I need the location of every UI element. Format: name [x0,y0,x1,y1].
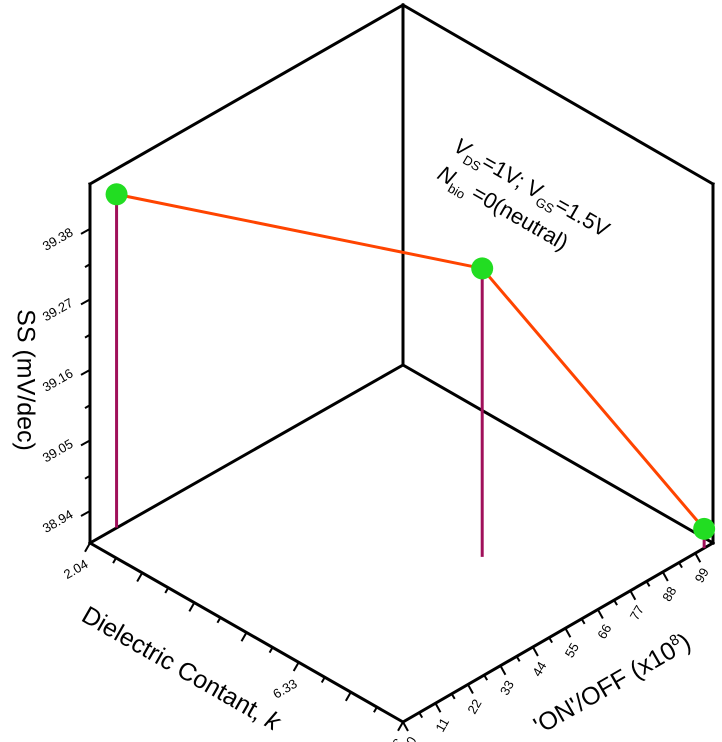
z-major-tick [80,369,91,376]
z-major-tick [80,228,91,235]
drop-lines [115,194,706,557]
y-tick-label: 0 [403,734,420,742]
y-major-tick [629,590,637,601]
floor-edge-back-left [87,362,406,546]
x-major-tick [292,661,300,672]
z-major-tick [80,439,91,447]
y-minor-tick [418,712,424,719]
x-major-tick [240,632,248,642]
axis-ticks [80,228,702,732]
floor-edge-back-right [400,362,716,546]
condition-annotation: VDS=1V; VGS=1.5V Nbio =0(neutral) [434,133,615,256]
wall-top-left [87,2,406,187]
x-minor-tick [268,646,274,654]
x-minor-tick [164,587,170,594]
z-tick-label: 39.27 [40,295,76,324]
x-minor-tick [112,557,117,564]
x-tick-label: 6.33 [270,676,299,702]
data-point-marker [693,517,716,540]
y-major-tick [402,721,409,732]
z-tick-label: 39.38 [40,224,76,253]
y-tick-label: 22 [464,696,484,716]
wall-top-right [400,2,716,187]
y-major-tick [434,702,442,713]
y-minor-tick [548,637,554,644]
z-tick-label: 39.16 [40,366,76,395]
y-tick-label: 88 [659,584,679,604]
y-major-tick [661,571,669,582]
z-tick-label: 38.94 [40,507,76,536]
y-major-tick [532,646,539,657]
y-tick-label: 55 [562,640,582,660]
y-minor-tick [515,655,521,662]
x-minor-tick [373,706,378,713]
axis-box [87,2,716,725]
y-minor-tick [450,693,456,700]
y-major-tick [564,627,572,638]
y-minor-tick [613,599,618,606]
z-minor-tick [84,474,91,480]
z-minor-tick [84,263,91,268]
x-minor-tick [320,676,326,683]
data-point-marker [471,257,494,280]
z-tick-label: 39.05 [40,436,76,465]
z-major-tick [80,298,91,306]
y-tick-label: 77 [627,603,647,623]
x-major-tick [397,721,404,732]
y-major-tick [499,665,507,676]
y-tick-label: 11 [432,715,452,734]
y-minor-tick [580,618,586,625]
y-minor-tick [483,674,489,681]
x-axis-label: Dielectric Contant, k [77,601,286,737]
y-tick-label: 66 [594,621,614,641]
x-major-tick [84,542,91,553]
y-axis-label: 'ON'/OFF (x108) [529,627,696,740]
x-major-tick [344,691,352,702]
y-tick-label: 99 [692,565,712,585]
y-minor-tick [678,562,683,569]
x-tick-label: 8.46 [374,735,403,742]
y-major-tick [694,552,702,563]
x-major-tick [188,602,196,612]
x-axis-label-main: Dielectric Contant, [77,601,274,730]
z-minor-tick [84,404,91,410]
x-major-tick [136,572,144,583]
z-axis-label: SS (mV/dec) [11,309,39,451]
y-tick-label: 44 [529,659,549,679]
data-point-marker [105,183,128,206]
y-major-tick [596,609,604,619]
data-markers [105,183,716,540]
x-minor-tick [216,617,222,624]
y-axis-label-main: 'ON'/OFF (x10 [529,636,681,740]
x-tick-label: 2.04 [61,556,90,582]
z-major-tick [80,510,91,517]
y-minor-tick [645,580,651,587]
z-minor-tick [84,333,91,339]
floor-edge-front-right [400,540,716,725]
y-major-tick [467,684,474,694]
y-tick-label: 33 [497,678,517,698]
